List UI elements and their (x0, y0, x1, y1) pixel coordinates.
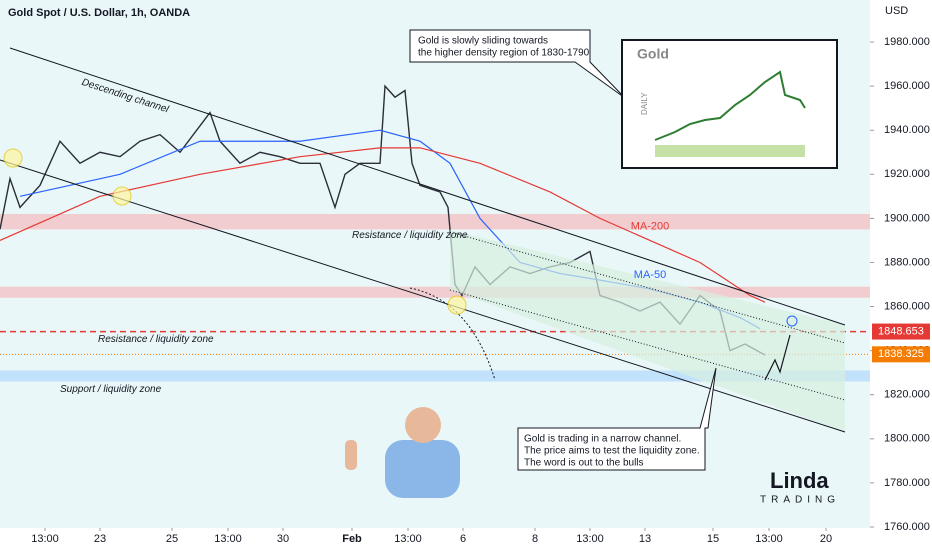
price-tag-label: 1848.653 (878, 325, 924, 337)
touch-point (447, 295, 467, 315)
x-tick-label: 30 (277, 533, 289, 545)
x-tick-label: 20 (820, 533, 832, 545)
zone (0, 370, 870, 382)
y-tick-label: 1780.000 (884, 477, 930, 489)
inset-title: Gold (637, 46, 669, 62)
x-tick-label: 6 (460, 533, 466, 545)
price-axis-bg (870, 0, 932, 550)
time-axis-bg (0, 528, 870, 550)
x-tick-label: 13 (639, 533, 651, 545)
currency: USD (885, 5, 908, 17)
y-tick-label: 1860.000 (884, 300, 930, 312)
projection-path (764, 334, 791, 381)
inset-side: DAILY (640, 92, 649, 115)
y-tick-label: 1960.000 (884, 80, 930, 92)
channel-upper (9, 47, 846, 326)
y-tick-label: 1820.000 (884, 389, 930, 401)
touch-point (3, 148, 23, 168)
x-tick-label: Feb (342, 533, 362, 545)
y-tick-label: 1800.000 (884, 433, 930, 445)
zone-label: Resistance / liquidity zone (98, 334, 214, 345)
y-tick-label: 1920.000 (884, 168, 930, 180)
price-tag (872, 323, 930, 340)
zone (0, 213, 870, 230)
x-tick-label: 23 (94, 533, 106, 545)
callout-text: Gold is trading in a narrow channel. (524, 434, 681, 445)
channel-lower (0, 159, 846, 433)
inset-line (654, 70, 806, 141)
callout-text: Gold is slowly sliding towards (418, 36, 548, 47)
target (786, 315, 798, 327)
zone (0, 286, 870, 298)
x-tick-label: 13:00 (214, 533, 242, 545)
inset-volume (655, 145, 805, 157)
callout-text: The price aims to test the liquidity zon… (524, 446, 700, 457)
logo-sub: TRADING (760, 495, 840, 506)
y-tick-label: 1880.000 (884, 256, 930, 268)
touch-point (112, 186, 132, 206)
series-label: MA-50 (634, 269, 666, 281)
logo-name: Linda (770, 468, 829, 493)
y-tick-label: 1900.000 (884, 212, 930, 224)
price-tag (872, 346, 930, 363)
x-tick-label: 13:00 (576, 533, 604, 545)
price-tag-label: 1838.325 (878, 348, 924, 360)
callout-bottom (517, 367, 717, 471)
figure (345, 407, 460, 498)
x-tick-label: 8 (532, 533, 538, 545)
x-tick-label: 25 (166, 533, 178, 545)
series-line (0, 147, 766, 303)
series-label: MA-200 (631, 220, 670, 232)
y-tick-label: 1940.000 (884, 124, 930, 136)
callout-text: the higher density region of 1830-1790 (418, 48, 590, 59)
y-tick-label: 1760.000 (884, 521, 930, 533)
x-tick-label: 13:00 (755, 533, 783, 545)
zone-label: Support / liquidity zone (60, 384, 162, 395)
x-tick-label: 13:00 (394, 533, 422, 545)
x-tick-label: 15 (707, 533, 719, 545)
projection-arrow (409, 287, 496, 381)
zone-label: Resistance / liquidity zone (352, 230, 468, 241)
y-tick-label: 1980.000 (884, 36, 930, 48)
chart-title: Gold Spot / U.S. Dollar, 1h, OANDA (8, 7, 190, 19)
callout-text: The word is out to the bulls (524, 458, 644, 469)
channel-fill (450, 230, 845, 432)
x-tick-label: 13:00 (31, 533, 59, 545)
